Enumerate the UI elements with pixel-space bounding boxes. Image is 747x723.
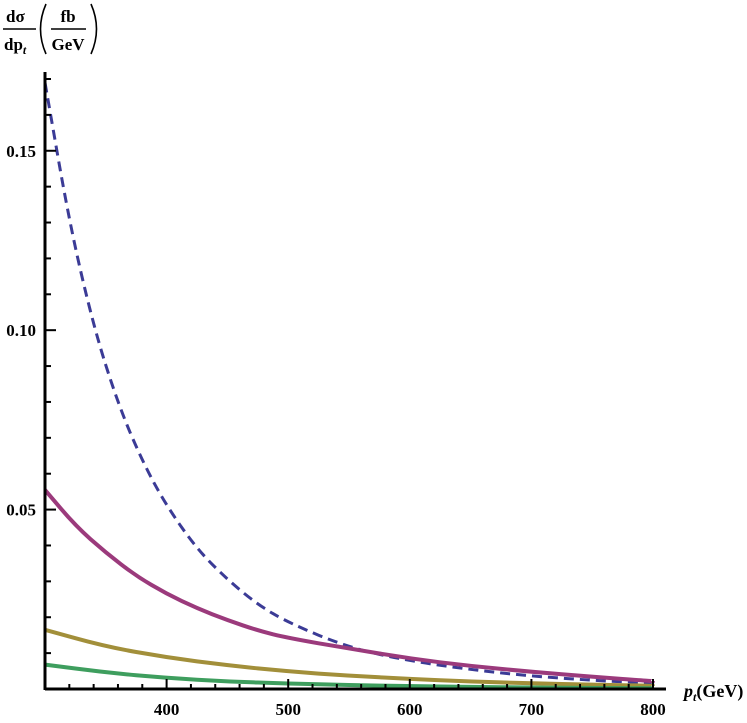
x-tick-label-400: 400 [154, 700, 180, 718]
ylabel-denominator: dpt [4, 35, 27, 57]
x-tick-label-500: 500 [275, 700, 301, 718]
ylabel-right-paren [90, 3, 98, 55]
y-axis-label: dσ dpt fb GeV [3, 3, 98, 57]
ylabel-unit-numerator: fb [60, 7, 75, 26]
ylabel-numerator: dσ [6, 7, 25, 26]
ticks: 400 500 600 700 800 0.05 0.10 0.15 [6, 78, 666, 719]
series-line-1 [43, 82, 655, 685]
y-tick-label-1: 0.10 [6, 321, 36, 340]
plot-area [43, 82, 655, 691]
y-tick-label-2: 0.15 [6, 142, 36, 161]
series-line-2 [43, 488, 655, 684]
x-axis-label: pt(GeV) [682, 681, 743, 704]
x-tick-label-700: 700 [519, 700, 545, 718]
series-line-3 [44, 627, 655, 688]
y-tick-label-0: 0.05 [6, 501, 36, 520]
ylabel-left-paren [39, 3, 47, 55]
x-tick-label-800: 800 [640, 700, 666, 718]
ylabel-unit-denominator: GeV [51, 35, 85, 54]
x-tick-label-600: 600 [397, 700, 423, 718]
